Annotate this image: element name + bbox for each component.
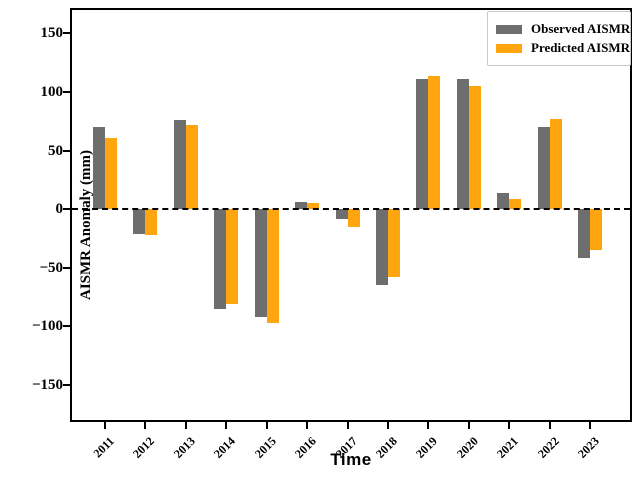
bar-observed-2018 bbox=[375, 209, 388, 286]
x-tick-mark-2019 bbox=[427, 422, 430, 429]
y-tick-label--150: −150 bbox=[31, 376, 63, 393]
bar-predicted-2011 bbox=[105, 137, 117, 210]
bar-observed-2016 bbox=[295, 202, 308, 210]
y-tick-mark-150 bbox=[63, 32, 70, 35]
y-tick-mark--150 bbox=[63, 383, 70, 386]
bar-observed-2014 bbox=[214, 209, 227, 309]
y-tick-mark--50 bbox=[63, 266, 70, 269]
bar-predicted-2017 bbox=[347, 209, 360, 227]
zero-reference-line bbox=[72, 208, 630, 211]
x-tick-mark-2012 bbox=[144, 422, 147, 429]
x-tick-mark-2021 bbox=[508, 422, 511, 429]
bar-observed-2017 bbox=[335, 209, 348, 219]
plot-area: AISMR Anomaly (mm) 150 100 50 0 −50 −100 −150 2… bbox=[32, 10, 630, 461]
x-tick-mark-2023 bbox=[589, 422, 591, 429]
bar-predicted-2019 bbox=[428, 75, 441, 210]
y-tick-mark-50 bbox=[63, 149, 70, 152]
bar-predicted-2021 bbox=[509, 198, 522, 210]
bar-observed-2013 bbox=[173, 120, 186, 210]
bar-predicted-2016 bbox=[307, 203, 320, 210]
bar-observed-2021 bbox=[497, 192, 510, 210]
bar-observed-2023 bbox=[578, 209, 590, 259]
y-tick-label--100: −100 bbox=[31, 318, 63, 335]
bar-observed-2019 bbox=[416, 79, 429, 210]
legend-swatch-icon bbox=[496, 43, 522, 53]
x-tick-mark-2020 bbox=[467, 422, 470, 429]
bar-observed-2022 bbox=[537, 127, 550, 210]
y-tick-mark-0 bbox=[63, 208, 70, 211]
legend-label: Predicted AISMR bbox=[531, 40, 631, 55]
y-axis-title: AISMR Anomaly (mm) bbox=[78, 150, 94, 300]
bar-observed-2015 bbox=[254, 209, 267, 317]
bar-predicted-2023 bbox=[590, 209, 602, 251]
y-tick-mark--100 bbox=[63, 325, 70, 328]
y-tick-label-50: 50 bbox=[48, 142, 63, 159]
x-tick-mark-2011 bbox=[104, 422, 106, 429]
x-tick-mark-2017 bbox=[346, 422, 349, 429]
x-tick-mark-2022 bbox=[548, 422, 551, 429]
y-tick-label-0: 0 bbox=[55, 201, 64, 218]
y-tick-label-100: 100 bbox=[40, 84, 64, 100]
legend-item-observed: Observed AISMR bbox=[496, 21, 630, 37]
y-tick-mark-100 bbox=[63, 91, 70, 93]
legend: Observed AISMR Predicted AISMR bbox=[487, 11, 631, 66]
x-tick-mark-2013 bbox=[184, 422, 187, 429]
bar-predicted-2014 bbox=[226, 209, 239, 305]
x-tick-mark-2015 bbox=[265, 422, 268, 429]
legend-swatch-icon bbox=[496, 24, 522, 34]
legend-item-predicted: Predicted AISMR bbox=[496, 40, 630, 56]
x-tick-mark-2018 bbox=[386, 422, 389, 429]
x-tick-mark-2016 bbox=[306, 422, 309, 429]
bar-predicted-2015 bbox=[266, 209, 279, 323]
y-tick-label--50: −50 bbox=[39, 259, 63, 276]
bar-observed-2020 bbox=[456, 79, 469, 210]
x-axis-title: Time bbox=[330, 450, 372, 469]
bar-predicted-2012 bbox=[145, 209, 158, 235]
x-tick-mark-2014 bbox=[225, 422, 228, 429]
bar-observed-2011 bbox=[93, 127, 105, 210]
bar-predicted-2013 bbox=[185, 124, 198, 210]
legend-label: Observed AISMR bbox=[531, 21, 631, 36]
bar-predicted-2020 bbox=[468, 86, 481, 210]
y-tick-label-150: 150 bbox=[40, 25, 64, 42]
bar-predicted-2022 bbox=[549, 118, 562, 210]
bar-observed-2012 bbox=[133, 209, 146, 234]
bar-predicted-2018 bbox=[387, 209, 400, 278]
